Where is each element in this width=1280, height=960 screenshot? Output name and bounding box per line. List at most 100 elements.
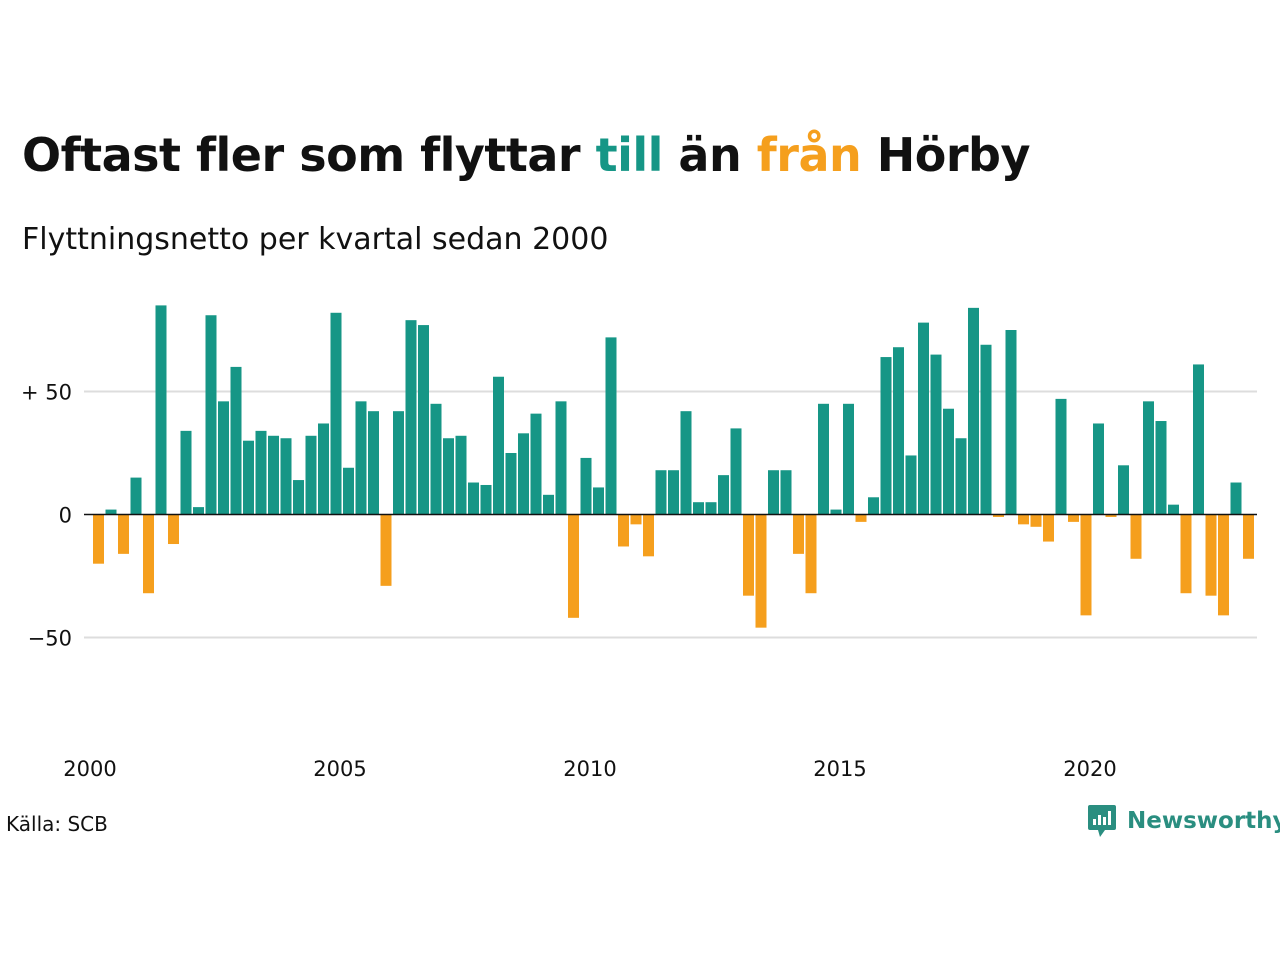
bar [980, 344, 992, 515]
bar [480, 484, 492, 515]
bar [868, 497, 879, 515]
bars [93, 305, 1254, 628]
bar [1080, 514, 1092, 616]
bar [1030, 514, 1042, 527]
bar [705, 502, 717, 515]
bar [143, 514, 154, 594]
bar [693, 502, 704, 515]
bar [905, 455, 917, 515]
chart-subtitle: Flyttningsnetto per kvartal sedan 2000 [22, 222, 609, 257]
x-tick-label: 2000 [63, 757, 116, 781]
bar [1168, 504, 1179, 515]
bar [1043, 514, 1054, 542]
bar [355, 401, 367, 515]
bar [843, 403, 854, 515]
bar [568, 514, 579, 618]
bar [1005, 330, 1017, 515]
bar [605, 337, 617, 515]
bar [218, 401, 229, 515]
bar [655, 470, 667, 515]
bar [1068, 514, 1079, 522]
bar [918, 322, 929, 515]
bar [293, 480, 304, 515]
bar [1118, 465, 1129, 515]
bar [893, 347, 904, 515]
bar [180, 430, 192, 515]
bar [755, 514, 767, 628]
bar [318, 423, 329, 515]
bar [880, 357, 892, 515]
bar [468, 482, 479, 515]
bar [680, 411, 692, 515]
y-tick-label: + 50 [21, 381, 72, 405]
bar [118, 514, 129, 554]
bar [93, 514, 104, 564]
bar [943, 408, 954, 515]
bar [968, 307, 979, 515]
bar [955, 438, 967, 515]
bar [1105, 514, 1117, 517]
y-tick-label: −50 [28, 627, 72, 651]
bar [518, 433, 529, 515]
bar [330, 312, 342, 515]
bar [193, 507, 204, 515]
chart-title: Oftast fler som flyttar till än från Hör… [22, 128, 1030, 182]
bar [1205, 514, 1217, 596]
bar [343, 467, 354, 515]
bar [780, 470, 792, 515]
bar [455, 435, 467, 515]
bar [643, 514, 654, 557]
bar [930, 354, 942, 515]
bar [768, 470, 779, 515]
bar [380, 514, 392, 586]
bar [1055, 398, 1067, 515]
bar [305, 435, 317, 515]
x-tick-label: 2005 [313, 757, 366, 781]
bar [543, 494, 554, 515]
bar [405, 320, 417, 515]
x-tick-label: 2010 [563, 757, 616, 781]
newsworthy-logo[interactable]: Newsworthy [1087, 804, 1280, 838]
bar [830, 509, 842, 515]
bar [1180, 514, 1192, 594]
bar [418, 325, 429, 515]
bar [818, 403, 829, 515]
bar [1243, 514, 1254, 559]
bar [743, 514, 754, 596]
bar [393, 411, 404, 515]
title-part-lead: Oftast fler som flyttar [22, 128, 596, 182]
bar [730, 428, 742, 515]
bar [105, 509, 117, 515]
bar [993, 514, 1004, 517]
bar [855, 514, 867, 522]
bar [1143, 401, 1154, 515]
x-tick-label: 2020 [1063, 757, 1116, 781]
bar [268, 435, 279, 515]
title-part-till: till [595, 128, 664, 182]
brand-name: Newsworthy [1127, 808, 1280, 834]
y-axis-ticks: −50 0 + 50 [21, 381, 72, 651]
bar [368, 411, 379, 515]
bar [205, 315, 217, 515]
bar [530, 413, 542, 515]
bar-chart: −50 0 + 50 2000 2005 2010 2015 2020 [21, 305, 1257, 781]
bar [1230, 482, 1242, 515]
bar [243, 440, 254, 515]
bar [1130, 514, 1142, 559]
x-tick-label: 2015 [813, 757, 866, 781]
bar [155, 305, 167, 515]
bar [580, 457, 592, 515]
bar [618, 514, 629, 547]
bar [255, 430, 267, 515]
y-tick-label: 0 [59, 504, 72, 528]
bar [668, 470, 679, 515]
x-axis-ticks: 2000 2005 2010 2015 2020 [63, 757, 1116, 781]
title-part-middle: än [662, 128, 757, 182]
bar [1155, 421, 1167, 515]
bar [168, 514, 179, 545]
bar [505, 453, 517, 515]
bar [555, 401, 567, 515]
bar [130, 477, 142, 515]
bar [493, 376, 504, 515]
bar [230, 366, 242, 515]
